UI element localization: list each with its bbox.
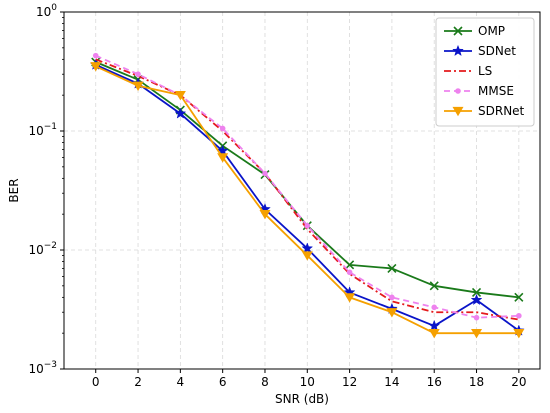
x-axis: 0 2 4 6 8 10 12 14 16 18 20 bbox=[92, 369, 526, 389]
x-tick-label: 12 bbox=[342, 375, 357, 389]
legend-item-sdnet: SDNet bbox=[444, 44, 516, 58]
series-layer bbox=[89, 52, 525, 339]
legend-label: SDRNet bbox=[478, 104, 525, 118]
series-ls bbox=[95, 58, 519, 321]
data-point bbox=[345, 260, 355, 270]
data-point bbox=[471, 329, 483, 339]
data-point bbox=[514, 292, 524, 302]
legend-item-sdrnet: SDRNet bbox=[444, 104, 525, 118]
data-point bbox=[217, 153, 229, 163]
data-point bbox=[262, 170, 268, 177]
data-point bbox=[346, 269, 353, 276]
data-point bbox=[132, 81, 144, 91]
data-point bbox=[429, 281, 439, 291]
data-point bbox=[174, 91, 186, 101]
legend-item-mmse: MMSE bbox=[444, 84, 514, 98]
x-tick-label: 2 bbox=[134, 375, 142, 389]
data-point bbox=[304, 222, 311, 229]
data-point bbox=[516, 312, 522, 319]
data-point bbox=[301, 242, 314, 254]
legend-label: OMP bbox=[478, 24, 505, 38]
series-line bbox=[95, 58, 519, 321]
data-point bbox=[90, 62, 102, 72]
legend-label: MMSE bbox=[478, 84, 514, 98]
x-tick-label: 0 bbox=[92, 375, 100, 389]
data-point bbox=[473, 314, 480, 321]
data-point bbox=[344, 293, 356, 303]
data-point bbox=[428, 319, 441, 331]
data-point bbox=[135, 71, 141, 78]
y-axis-title: BER bbox=[7, 178, 21, 202]
data-point bbox=[431, 304, 438, 311]
data-point bbox=[387, 263, 397, 273]
legend-item-omp: OMP bbox=[444, 24, 505, 38]
data-point bbox=[389, 294, 395, 301]
data-point bbox=[216, 144, 229, 156]
x-tick-label: 8 bbox=[261, 375, 269, 389]
data-point bbox=[471, 287, 482, 297]
plot-frame bbox=[63, 11, 541, 370]
legend-marker bbox=[455, 88, 461, 94]
data-point bbox=[259, 210, 271, 220]
legend-marker bbox=[452, 106, 464, 117]
legend-item-ls: LS bbox=[444, 64, 492, 78]
data-point bbox=[301, 251, 313, 261]
x-tick-label: 16 bbox=[427, 375, 442, 389]
x-tick-label: 20 bbox=[511, 375, 526, 389]
series-sdrnet bbox=[90, 62, 525, 339]
x-tick-label: 18 bbox=[469, 375, 484, 389]
data-point bbox=[174, 107, 187, 119]
data-point bbox=[470, 293, 483, 306]
legend-box bbox=[435, 17, 535, 127]
data-point bbox=[386, 308, 398, 318]
legend-marker bbox=[453, 26, 463, 36]
data-point bbox=[428, 329, 440, 339]
legend-label: LS bbox=[478, 64, 492, 78]
x-axis-title: SNR (dB) bbox=[275, 392, 329, 406]
data-point bbox=[513, 329, 525, 339]
data-point bbox=[92, 52, 99, 59]
x-tick-label: 10 bbox=[300, 375, 315, 389]
x-tick-label: 6 bbox=[219, 375, 227, 389]
x-tick-label: 14 bbox=[384, 375, 399, 389]
legend: OMP SDNet LS MMSE SDRNet bbox=[435, 17, 535, 127]
data-point bbox=[219, 125, 226, 132]
x-tick-label: 4 bbox=[177, 375, 185, 389]
legend-label: SDNet bbox=[478, 44, 516, 58]
legend-marker bbox=[452, 44, 464, 57]
